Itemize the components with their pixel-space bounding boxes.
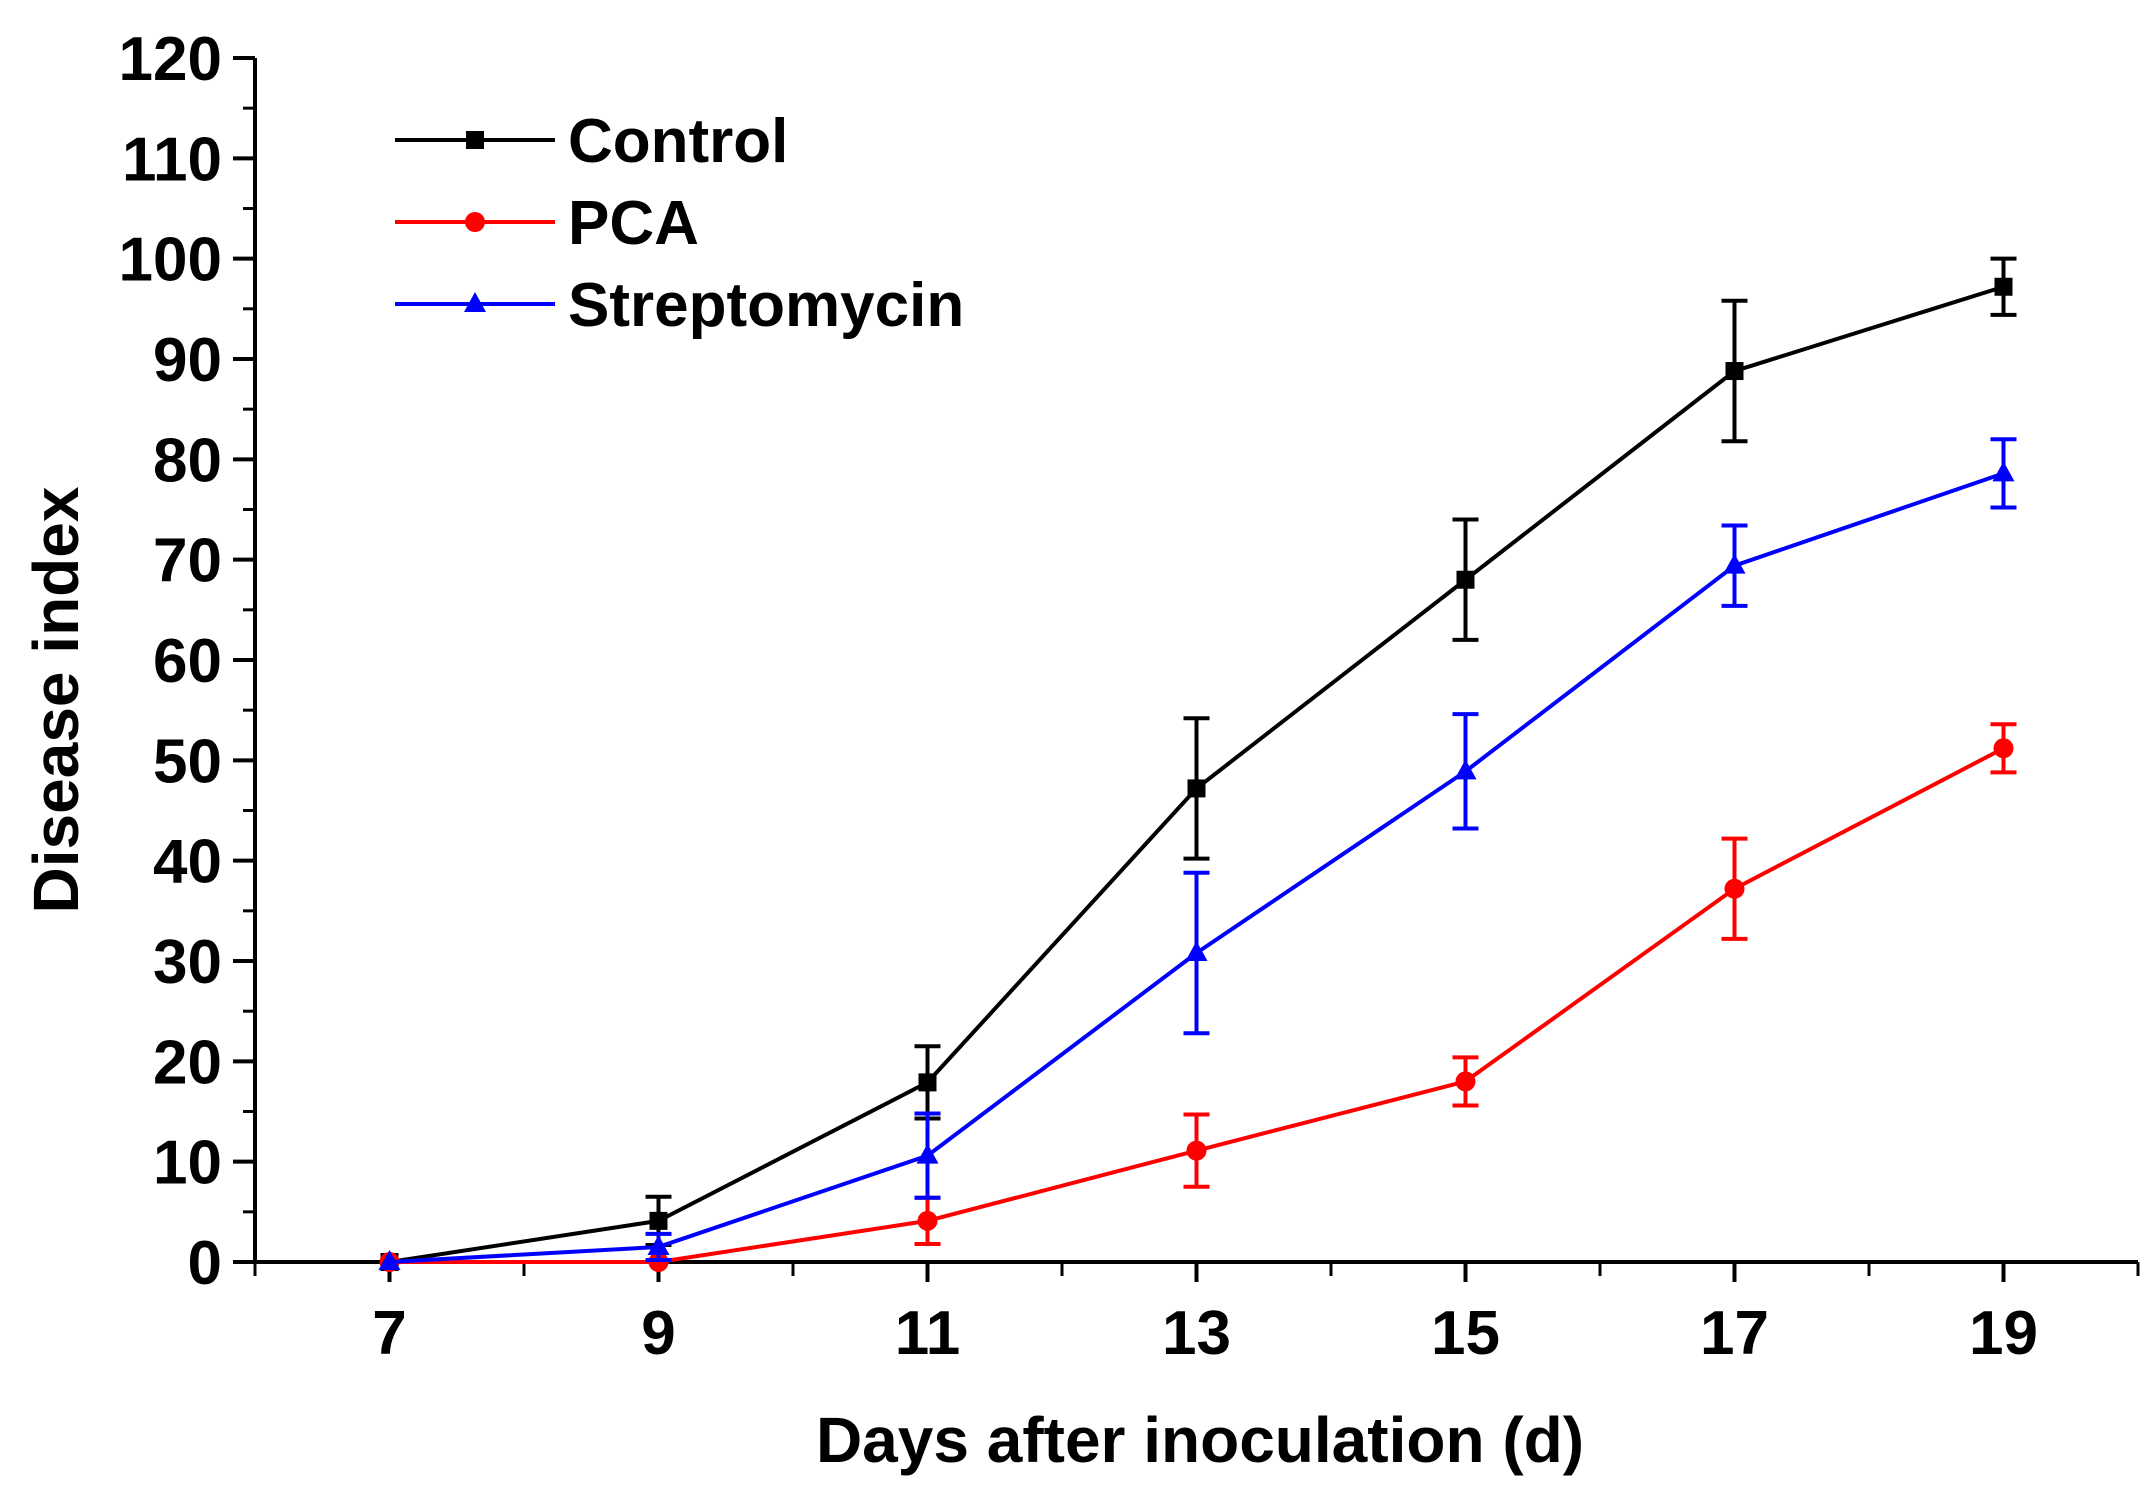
data-point xyxy=(1185,940,1208,961)
y-tick-label: 50 xyxy=(153,727,222,796)
x-axis-title: Days after inoculation (d) xyxy=(816,1404,1584,1476)
data-point xyxy=(1187,779,1206,798)
data-point xyxy=(1723,553,1746,574)
legend-marker xyxy=(466,131,484,149)
y-tick-label: 60 xyxy=(153,627,222,696)
axes: 0 10 20 30 40 50 60 70 80 90 100 110 120 7 9 11 13 15 17 19 xyxy=(119,25,2140,1368)
legend-marker xyxy=(464,292,486,312)
series-streptomycin xyxy=(378,437,2017,1270)
data-point xyxy=(649,1211,668,1230)
y-tick-label: 20 xyxy=(153,1028,222,1097)
x-tick-label: 17 xyxy=(1700,1299,1769,1368)
y-tick-label: 110 xyxy=(122,125,222,194)
x-tick-label: 19 xyxy=(1969,1299,2038,1368)
data-point xyxy=(1993,738,2014,759)
data-point xyxy=(916,1143,939,1164)
data-point xyxy=(647,1234,670,1255)
y-tick-label: 0 xyxy=(188,1229,222,1298)
y-tick-label: 30 xyxy=(153,928,222,997)
y-tick-label: 10 xyxy=(153,1129,222,1198)
series-pca xyxy=(379,722,2017,1272)
series-control xyxy=(380,256,2017,1271)
legend: Control PCA Streptomycin xyxy=(395,107,964,340)
data-point xyxy=(1456,570,1475,589)
data-point xyxy=(378,1250,401,1270)
data-point xyxy=(918,1073,937,1092)
x-tick-label: 7 xyxy=(372,1299,406,1368)
y-tick-label: 70 xyxy=(153,527,222,596)
legend-item-pca: PCA xyxy=(395,189,699,258)
legend-item-control: Control xyxy=(395,107,788,176)
x-tick-label: 11 xyxy=(895,1299,961,1368)
legend-marker xyxy=(465,212,485,232)
data-point xyxy=(1455,1071,1476,1092)
y-tick-label: 40 xyxy=(153,828,222,897)
x-tick-label: 9 xyxy=(641,1299,675,1368)
data-point xyxy=(1992,461,2015,482)
legend-label: Streptomycin xyxy=(568,271,964,340)
x-tick-label: 13 xyxy=(1162,1299,1231,1368)
y-tick-label: 90 xyxy=(153,326,222,395)
data-point xyxy=(1186,1140,1207,1161)
data-point xyxy=(648,1252,669,1272)
data-point xyxy=(1725,362,1744,381)
y-axis-title: Disease index xyxy=(20,486,92,913)
legend-label: PCA xyxy=(568,189,699,258)
series-layer xyxy=(378,256,2017,1272)
data-point xyxy=(1724,878,1745,899)
data-point xyxy=(1454,759,1477,780)
y-tick-label: 100 xyxy=(119,226,222,295)
legend-item-streptomycin: Streptomycin xyxy=(395,271,964,340)
x-tick-label: 15 xyxy=(1431,1299,1500,1368)
y-tick-label: 80 xyxy=(153,426,222,495)
data-point xyxy=(917,1210,938,1231)
y-tick-label: 120 xyxy=(119,25,222,94)
data-point xyxy=(1994,277,2013,296)
legend-label: Control xyxy=(568,107,788,176)
